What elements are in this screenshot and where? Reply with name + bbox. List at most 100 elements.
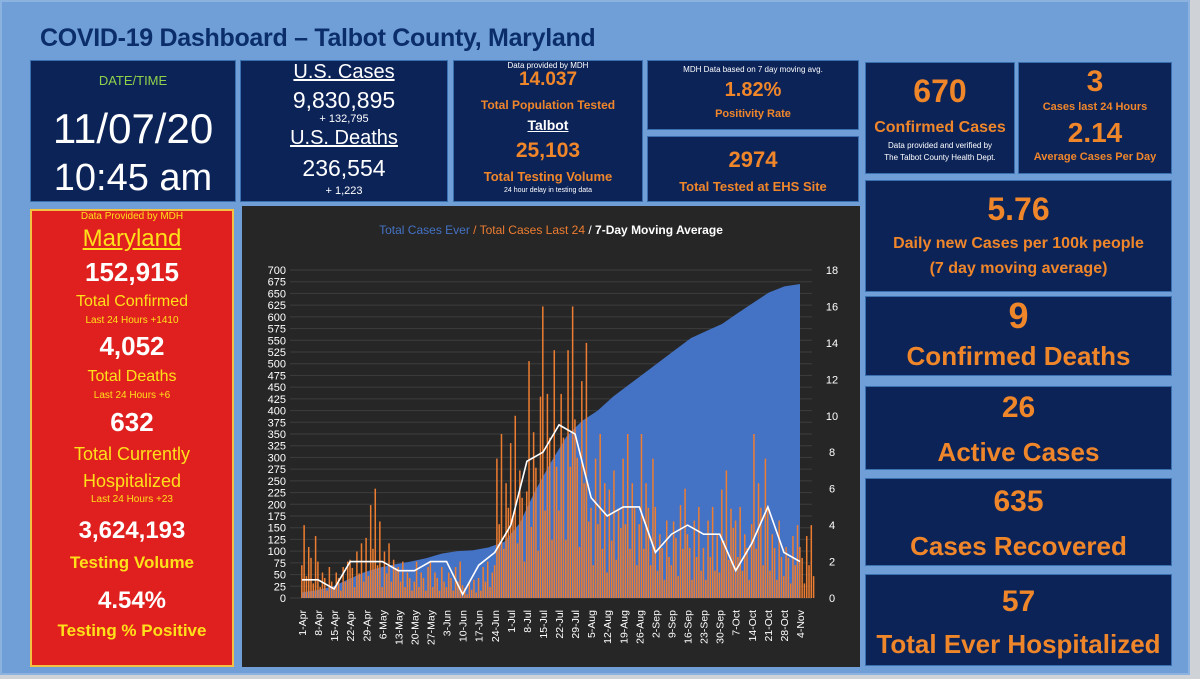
daily-bar: [397, 567, 399, 598]
daily-bar: [702, 547, 705, 598]
y-left-tick-label: 475: [268, 370, 286, 382]
daily-bar: [778, 520, 780, 598]
daily-bar: [408, 577, 411, 598]
daily-bar: [379, 521, 381, 598]
confirmed-note-2: The Talbot County Health Dept.: [884, 153, 996, 162]
daily-bar: [553, 350, 556, 598]
daily-bar: [610, 540, 613, 598]
daily-bar: [723, 540, 725, 598]
daily-bar: [340, 590, 342, 598]
daily-bar: [337, 577, 340, 598]
x-tick-label: 29-Jul: [570, 610, 582, 639]
maryland-panel: Data Provided by MDH Maryland 152,915 To…: [30, 209, 234, 667]
population-tested-value: 14.037: [518, 69, 578, 90]
daily-bar: [771, 534, 774, 598]
daily-bar: [521, 497, 523, 598]
daily-bar: [399, 581, 402, 598]
daily-bar: [578, 546, 581, 598]
y-left-tick-label: 675: [268, 277, 286, 289]
deaths-label: Confirmed Deaths: [906, 341, 1131, 371]
y-left-tick-label: 425: [268, 394, 286, 406]
daily-bar: [707, 520, 709, 598]
us-deaths-delta: + 1,223: [325, 185, 363, 197]
y-left-tick-label: 0: [280, 593, 286, 605]
x-tick-label: 16-Sep: [683, 610, 695, 644]
daily-bar: [631, 483, 634, 598]
md-confirmed-delta: Last 24 Hours +1410: [85, 315, 179, 326]
daily-bar: [764, 458, 767, 598]
md-hospitalized-label-1: Total Currently: [73, 444, 191, 464]
daily-bar: [422, 577, 425, 598]
daily-bar: [346, 561, 349, 598]
hospitalized-panel: 57 Total Ever Hospitalized: [865, 574, 1172, 666]
y-left-tick-label: 300: [268, 452, 286, 464]
x-tick-label: 13-May: [393, 609, 405, 645]
daily-bar: [571, 306, 574, 598]
x-tick-label: 20-May: [409, 609, 421, 645]
x-tick-label: 14-Oct: [747, 610, 759, 642]
daily-bar: [301, 565, 303, 598]
daily-bar: [321, 572, 324, 598]
y-right-tick-label: 12: [826, 374, 838, 386]
daily-bar: [369, 505, 372, 598]
daily-bar: [395, 567, 397, 598]
daily-bar: [677, 576, 679, 598]
md-positive-label: Testing % Positive: [57, 621, 207, 640]
daily-bar: [358, 573, 360, 598]
daily-bar: [613, 470, 615, 598]
daily-bar: [326, 590, 328, 598]
daily-bar: [636, 565, 638, 598]
daily-bar: [466, 594, 468, 598]
daily-bar: [452, 590, 455, 598]
y-right-tick-label: 18: [826, 265, 838, 277]
y-left-tick-label: 225: [268, 488, 286, 500]
x-axis: 1-Apr 8-Apr 15-Apr 22-Apr 29-Apr 6-May 13-May 2…: [297, 609, 807, 645]
daily-bar: [688, 547, 691, 598]
daily-bar: [721, 489, 723, 598]
daily-bar: [739, 506, 741, 598]
daily-bar: [562, 437, 565, 598]
confirmed-note-1: Data provided and verified by: [887, 141, 993, 150]
daily-bar: [787, 557, 790, 598]
daily-bar: [638, 524, 640, 598]
daily-bar: [516, 543, 519, 598]
daily-bar: [349, 559, 351, 598]
daily-bar: [539, 396, 542, 598]
y-left-tick-label: 50: [274, 570, 286, 582]
daily-bar: [342, 567, 344, 598]
x-tick-label: 17-Jun: [474, 610, 486, 642]
daily-bar: [532, 432, 535, 598]
daily-bar: [558, 510, 560, 598]
daily-bar: [732, 527, 735, 598]
y-left-tick-label: 275: [268, 464, 286, 476]
daily-bar: [803, 583, 806, 598]
daily-bar: [711, 506, 714, 598]
y-left-tick-label: 500: [268, 359, 286, 371]
daily-bar: [500, 434, 503, 598]
daily-bar: [509, 443, 512, 598]
x-tick-label: 5-Aug: [586, 610, 598, 638]
md-deaths-delta: Last 24 Hours +6: [93, 390, 171, 401]
daily-bar: [443, 581, 445, 598]
deaths-value: 9: [1008, 296, 1029, 336]
ehs-value: 2974: [728, 147, 778, 172]
daily-bar: [482, 567, 484, 598]
average-series: [302, 423, 801, 597]
daily-bar: [760, 507, 762, 598]
daily-bar: [629, 548, 631, 598]
daily-bar: [374, 488, 377, 598]
daily-bar: [314, 536, 317, 598]
daily-bar: [484, 581, 487, 598]
daily-bar: [319, 587, 321, 598]
x-tick-label: 4-Nov: [795, 609, 807, 638]
y-right-tick-label: 6: [829, 484, 835, 496]
x-tick-label: 22-Apr: [345, 609, 357, 641]
date-value: 11/07/20: [52, 105, 214, 152]
daily-bar: [390, 581, 393, 598]
daily-bar: [546, 393, 549, 598]
daily-bar: [457, 581, 459, 598]
y-axis-right: 0 2 4 6 8 10 12 14 16 18: [826, 265, 838, 605]
positivity-label: Positivity Rate: [715, 108, 791, 120]
md-testing-value: 3,624,193: [78, 517, 186, 544]
x-tick-label: 3-Jun: [442, 610, 454, 636]
